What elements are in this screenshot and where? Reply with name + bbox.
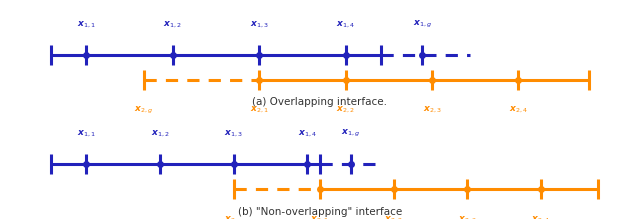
Text: $\boldsymbol{x}_{2,4}$: $\boldsymbol{x}_{2,4}$ [509, 105, 528, 115]
Text: $\boldsymbol{x}_{2,2}$: $\boldsymbol{x}_{2,2}$ [384, 214, 403, 219]
Text: $\boldsymbol{x}_{1,g}$: $\boldsymbol{x}_{1,g}$ [413, 19, 432, 30]
Text: $\boldsymbol{x}_{2,g}$: $\boldsymbol{x}_{2,g}$ [224, 214, 243, 219]
Text: $\boldsymbol{x}_{1,1}$: $\boldsymbol{x}_{1,1}$ [77, 129, 96, 139]
Text: $\boldsymbol{x}_{1,g}$: $\boldsymbol{x}_{1,g}$ [341, 128, 360, 139]
Text: $\boldsymbol{x}_{2,3}$: $\boldsymbol{x}_{2,3}$ [422, 105, 442, 115]
Text: $\boldsymbol{x}_{2,g}$: $\boldsymbol{x}_{2,g}$ [134, 105, 154, 116]
Text: $\boldsymbol{x}_{2,2}$: $\boldsymbol{x}_{2,2}$ [336, 105, 355, 115]
Text: $\boldsymbol{x}_{2,3}$: $\boldsymbol{x}_{2,3}$ [458, 214, 477, 219]
Text: $\boldsymbol{x}_{2,4}$: $\boldsymbol{x}_{2,4}$ [531, 214, 550, 219]
Text: $\boldsymbol{x}_{1,4}$: $\boldsymbol{x}_{1,4}$ [298, 129, 317, 139]
Text: $\boldsymbol{x}_{1,2}$: $\boldsymbol{x}_{1,2}$ [150, 129, 170, 139]
Text: $\boldsymbol{x}_{2,1}$: $\boldsymbol{x}_{2,1}$ [310, 214, 330, 219]
Text: (b) "Non-overlapping" interface: (b) "Non-overlapping" interface [238, 207, 402, 217]
Text: (a) Overlapping interface.: (a) Overlapping interface. [253, 97, 387, 107]
Text: $\boldsymbol{x}_{1,2}$: $\boldsymbol{x}_{1,2}$ [163, 19, 182, 30]
Text: $\boldsymbol{x}_{1,3}$: $\boldsymbol{x}_{1,3}$ [250, 19, 269, 30]
Text: $\boldsymbol{x}_{1,3}$: $\boldsymbol{x}_{1,3}$ [224, 129, 243, 139]
Text: $\boldsymbol{x}_{1,1}$: $\boldsymbol{x}_{1,1}$ [77, 19, 96, 30]
Text: $\boldsymbol{x}_{2,1}$: $\boldsymbol{x}_{2,1}$ [250, 105, 269, 115]
Text: $\boldsymbol{x}_{1,4}$: $\boldsymbol{x}_{1,4}$ [336, 19, 355, 30]
